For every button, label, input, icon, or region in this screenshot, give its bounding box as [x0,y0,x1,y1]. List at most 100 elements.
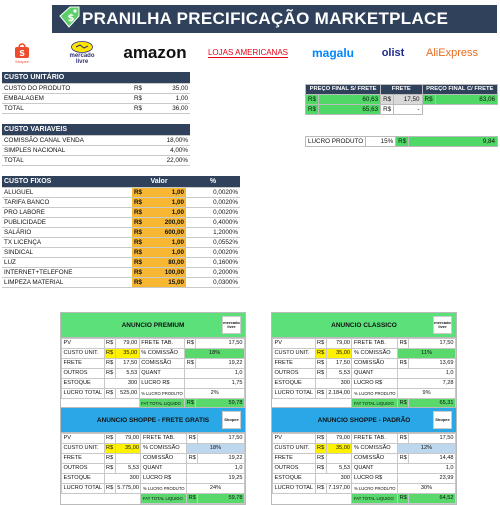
card-cell[interactable]: 300 [103,378,140,389]
card-cell: LUCRO R$ [351,473,399,484]
price-tag-icon: $ [58,6,80,30]
card-cell[interactable]: 79,00 [114,338,140,349]
card-cell[interactable]: 18% [186,443,245,454]
frete-value[interactable]: 17,50 [393,94,423,105]
card-cell[interactable]: 11% [397,348,456,359]
card-cell: 13,69 [408,358,456,369]
card-cell: R$ [103,358,116,369]
card-cell[interactable]: 5,53 [325,463,353,474]
table-row: OUTROS R$ 5,53 QUANT 1,0 [272,368,456,379]
table-row: PV R$ 79,00 FRETE TAB. R$ 17,50 [272,433,456,444]
magalu-logo: magalu [311,46,354,60]
card-cell: FRETE TAB. [140,433,188,444]
card-cell: R$ [314,443,327,454]
section-title: CUSTO FIXOS [2,176,132,188]
table-row: TX LICENÇA R$ 1,00 0,0552% [2,237,240,248]
ad-card: ANUNCIO PREMIUM mercado livre PV R$ 79,00 F… [60,312,246,410]
card-cell: 19,22 [197,453,245,464]
card-cell[interactable]: 5,53 [114,463,142,474]
custo-variaveis-table: CUSTO VARIAVEIS COMISSÃO CANAL VENDA 18,… [2,124,190,166]
card-cell: LUCRO R$ [351,378,399,389]
card-cell: 1,75 [184,378,245,389]
card-cell[interactable]: 79,00 [114,433,142,444]
table-row: SALÁRIO R$ 600,00 1,2000% [2,227,240,238]
col-valor: Valor [132,176,186,188]
card-cell: % COMISSÃO [138,348,186,359]
card-cell: 9% [397,388,456,399]
card-cell: 1,0 [186,463,245,474]
card-cell: R$ [397,493,410,504]
table-row: CUSTO UNIT. R$ 35,00% COMISSÃO 18% [61,348,245,359]
card-cell: R$ [184,358,197,369]
card-cell[interactable]: 35,00 [114,443,142,454]
card-cell: QUANT [351,368,399,379]
card-cell: R$ [186,453,199,464]
card-cell: CUSTO UNIT. [272,443,316,454]
table-row: CUSTO UNIT. R$ 35,00% COMISSÃO 18% [61,443,245,454]
card-cell: COMISSÃO [351,453,399,464]
card-cell: FRETE TAB. [351,433,399,444]
card-cell: COMISSÃO [140,453,188,464]
card-cell: FRETE TAB. [351,338,399,349]
card-cell: LUCRO TOTAL [61,483,105,494]
card-cell: 2.184,00 [325,388,353,399]
table-row: FRETE R$ 17,50 COMISSÃO R$ 13,69 [272,358,456,369]
card-cell[interactable]: 12% [397,443,456,454]
card-cell: R$ [314,453,327,464]
card-cell: R$ [314,358,327,369]
marketplace-logo-icon: Shopee [222,411,241,429]
card-cell: % LUCRO PRODUTO [351,483,399,494]
card-cell: FRETE TAB. [138,338,186,349]
table-row: PV R$ 79,00 FRETE TAB. R$ 17,50 [61,433,245,444]
card-cell: FRETE [272,358,316,369]
table-row: SINDICAL R$ 1,00 0,0020% [2,247,240,258]
table-row: FRETE R$ 17,50 COMISSÃO R$ 19,22 [61,358,245,369]
marketplace-logo-icon: mercado livre [433,316,452,334]
table-row: OUTROS R$ 5,53 QUANT 1,0 [61,368,245,379]
shopee-logo: S Shopee [2,40,42,66]
card-cell[interactable]: 300 [103,473,142,484]
card-cell: FAT TOTAL LIQUIDO [351,493,399,504]
preco-sem-frete: 60,63 [318,94,382,105]
card-cell[interactable]: 35,00 [325,443,353,454]
card-cell: 17,50 [114,358,140,369]
table-row: LUCRO TOTAL R$ 2.184,00% LUCRO PRODUTO 9% [272,388,456,399]
card-cell: 24% [186,483,245,494]
table-row: LIMPEZA MATERIAL R$ 15,00 0,0300% [2,277,240,288]
card-cell: 14,48 [408,453,456,464]
table-row: TARIFA BANCO R$ 1,00 0,0020% [2,197,240,208]
ad-card-title: ANUNCIO CLASSICO mercado livre [272,313,456,338]
card-cell: % COMISSÃO [351,348,399,359]
card-cell: R$ [103,348,116,359]
card-cell[interactable]: 79,00 [325,433,353,444]
card-cell: OUTROS [272,368,316,379]
card-cell[interactable]: 35,00 [114,348,140,359]
card-cell: LUCRO TOTAL [272,388,316,399]
custo-fixos-table: CUSTO FIXOS Valor % ALUGUEL R$ 1,00 0,0020%… [2,176,240,288]
card-cell: R$ [103,443,116,454]
card-cell: R$ [314,463,327,474]
card-cell: 19,22 [195,358,245,369]
card-cell[interactable]: 18% [184,348,245,359]
lucro-pct[interactable]: 15% [365,136,397,147]
card-cell: PV [61,433,105,444]
card-cell[interactable]: 5,53 [325,368,353,379]
table-row: ESTOQUE 300 LUCRO R$ 19,25 [61,473,245,484]
card-cell: CUSTO UNIT. [61,348,105,359]
card-cell: PV [61,338,105,349]
card-cell[interactable]: 79,00 [325,338,353,349]
card-cell[interactable]: 5,53 [114,368,140,379]
card-cell: FRETE [61,453,105,464]
table-row: EMBALAGEM R$ 1,00 [2,93,190,104]
table-row: ALUGUEL R$ 1,00 0,0020% [2,187,240,198]
card-cell: R$ [103,483,116,494]
custo-unitario-table: CUSTO UNITÁRIO CUSTO DO PRODUTO R$ 35,00… [2,72,190,114]
card-cell: 30% [397,483,456,494]
card-cell [114,453,142,464]
table-row: FRETE R$ COMISSÃO R$ 14,48 [272,453,456,464]
card-cell: ESTOQUE [272,378,316,389]
card-cell: R$ [103,433,116,444]
card-cell[interactable]: 300 [314,378,353,389]
card-cell[interactable]: 35,00 [325,348,353,359]
card-cell[interactable]: 300 [314,473,353,484]
